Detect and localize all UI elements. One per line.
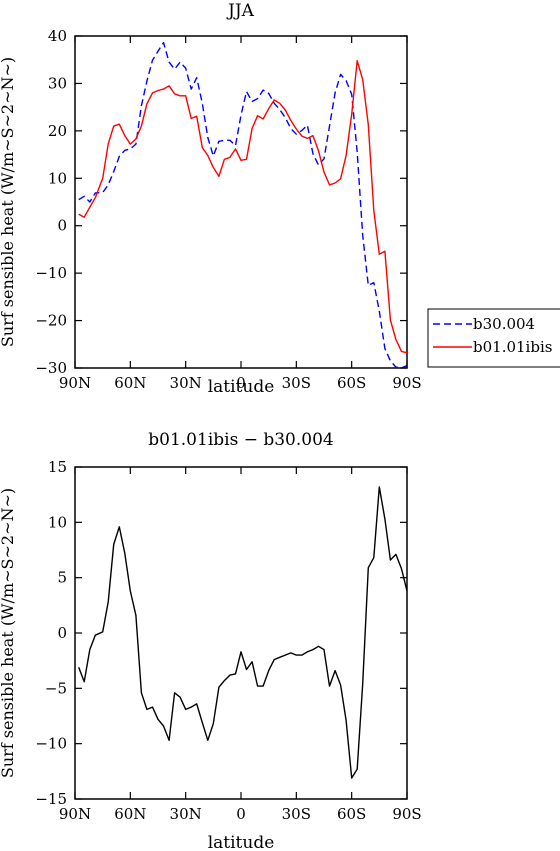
- bottom-x-tick-label: 90S: [392, 805, 421, 823]
- top-y-axis-ticks: −30 −20 −10 0 10 20 30 40: [35, 27, 407, 377]
- bottom-y-tick-label: −15: [35, 790, 67, 808]
- bottom-x-axis-label: latitude: [208, 833, 275, 851]
- bottom-y-tick-label: 0: [57, 624, 67, 642]
- top-chart-title: JJA: [226, 1, 255, 21]
- bottom-y-tick-label: 5: [57, 569, 67, 587]
- bottom-x-tick-label: 60S: [337, 805, 366, 823]
- top-x-tick-label: 90N: [59, 374, 91, 392]
- top-y-tick-label: 0: [57, 217, 67, 235]
- legend: b30.004 b01.01ibis: [427, 308, 560, 368]
- top-plot-lines: [78, 41, 408, 369]
- top-series-line-b30-004: [78, 41, 408, 369]
- top-y-tick-label: 10: [48, 169, 67, 187]
- bottom-y-tick-label: 15: [48, 458, 67, 476]
- top-y-tick-label: 30: [48, 74, 67, 92]
- bottom-plot-frame: [74, 466, 408, 800]
- bottom-x-tick-label: 30S: [282, 805, 311, 823]
- bottom-y-tick-label: 10: [48, 513, 67, 531]
- bottom-x-tick-label: 60N: [114, 805, 146, 823]
- bottom-x-tick-label: 90N: [59, 805, 91, 823]
- top-y-tick-label: 40: [48, 27, 67, 45]
- bottom-x-tick-label: 0: [236, 805, 246, 823]
- bottom-chart-title: b01.01ibis − b30.004: [148, 430, 333, 450]
- legend-label-b01-01ibis: b01.01ibis: [473, 338, 552, 356]
- top-x-tick-label: 90S: [392, 374, 421, 392]
- bottom-y-axis-label: Surf sensible heat (W/m~S~2~N~): [0, 488, 17, 778]
- top-series-line-b01-01ibis: [78, 60, 408, 354]
- top-plot-frame: [74, 35, 408, 369]
- top-y-axis-label: Surf sensible heat (W/m~S~2~N~): [0, 57, 17, 347]
- bottom-y-tick-label: −5: [45, 679, 67, 697]
- bottom-series-line-difference: [78, 486, 408, 779]
- top-x-axis-label: latitude: [208, 377, 275, 397]
- top-x-tick-label: 30N: [170, 374, 202, 392]
- top-x-tick-label: 60N: [114, 374, 146, 392]
- top-x-tick-label: 30S: [282, 374, 311, 392]
- bottom-chart: b01.01ibis − b30.004 −15 −10 −5 0 5 10 15 90N 6…: [0, 430, 422, 851]
- top-y-tick-label: −10: [35, 264, 67, 282]
- top-y-tick-label: −30: [35, 359, 67, 377]
- top-y-tick-label: 20: [48, 122, 67, 140]
- bottom-x-tick-label: 30N: [170, 805, 202, 823]
- legend-box: [427, 308, 560, 368]
- bottom-y-tick-label: −10: [35, 735, 67, 753]
- bottom-plot-lines: [78, 486, 408, 779]
- top-x-axis-ticks: 90N 60N 30N 0 30S 60S 90S: [59, 36, 422, 392]
- legend-label-b30-004: b30.004: [473, 315, 535, 333]
- top-x-tick-label: 60S: [337, 374, 366, 392]
- top-x-tick-label: 0: [236, 374, 246, 392]
- bottom-x-axis-ticks: 90N 60N 30N 0 30S 60S 90S: [59, 467, 422, 823]
- bottom-y-axis-ticks: −15 −10 −5 0 5 10 15: [35, 458, 407, 808]
- top-y-tick-label: −20: [35, 312, 67, 330]
